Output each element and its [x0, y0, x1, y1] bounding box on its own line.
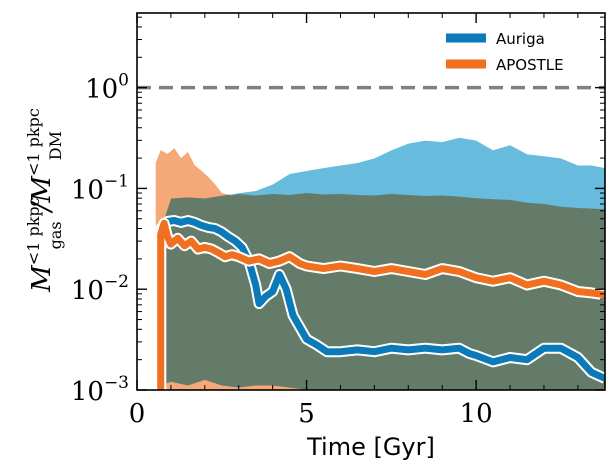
- ylabel-den-sup: <1 pkpc: [24, 108, 43, 176]
- ylabel-num-sup: <1 pkpc: [24, 197, 43, 265]
- y-axis-label-text: M<1 pkpc gas/M<1 pkpc DM: [24, 108, 65, 293]
- y-tick-label: 100: [85, 71, 129, 105]
- legend-label-auriga: Auriga: [496, 30, 545, 48]
- ylabel-base-den: M: [27, 175, 57, 204]
- x-axis-label: Time [Gyr]: [306, 433, 435, 461]
- x-tick-label: 0: [129, 399, 146, 429]
- ylabel-den-sub: DM: [46, 131, 65, 160]
- series-line-auriga: [157, 217, 605, 390]
- legend-label-apostle: APOSTLE: [496, 56, 564, 74]
- x-tick-label: 5: [298, 399, 315, 429]
- series-line-apostle: [157, 219, 605, 390]
- series-lines: [155, 215, 605, 390]
- ylabel-base-num: M: [27, 264, 57, 293]
- axis-ticks: 0 5 10 10−3 10−2 10−1 100: [71, 13, 605, 429]
- y-tick-label: 10−2: [71, 272, 129, 306]
- x-tick-label: 10: [460, 399, 493, 429]
- plot-area: 0 5 10 10−3 10−2 10−1 100: [71, 12, 606, 429]
- y-tick-label: 10−3: [71, 373, 129, 407]
- legend: Auriga APOSTLE: [446, 30, 564, 74]
- ylabel-num-sub: gas: [46, 221, 65, 249]
- y-axis-label: M<1 pkpc gas/M<1 pkpc DM: [24, 108, 65, 293]
- y-tick-label: 10−1: [71, 171, 129, 205]
- uncertainty-bands: [155, 137, 605, 390]
- plot-frame: [136, 12, 606, 391]
